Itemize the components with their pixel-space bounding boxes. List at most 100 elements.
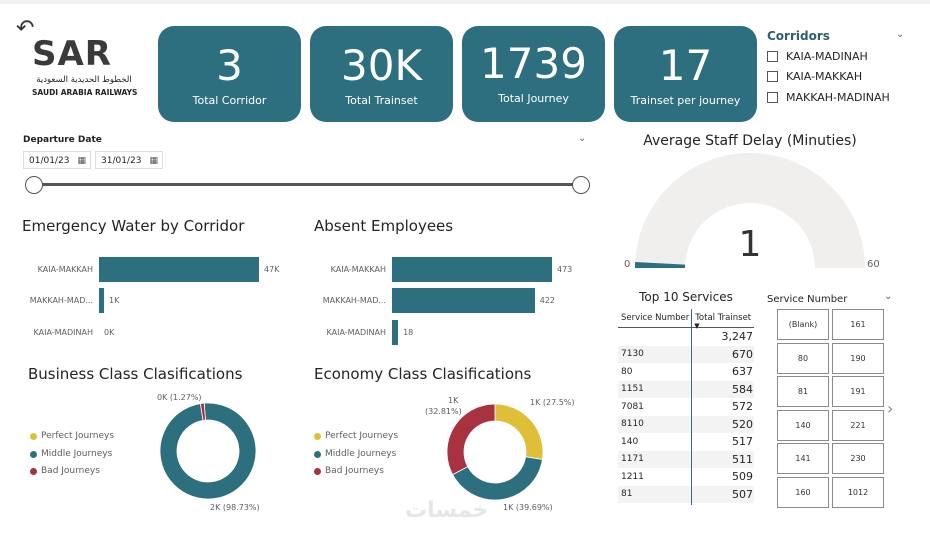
legend-dot [30,467,37,475]
bar[interactable] [392,320,399,345]
top-services-title: Top 10 Services [639,290,733,304]
start-date-value: 01/01/23 [29,156,70,166]
kpi-label: Trainset per journey [630,94,741,107]
middle-journeys-slice[interactable] [159,402,257,500]
legend-label: Perfect Journeys [41,431,115,441]
column-header[interactable]: Total Trainset ▼ [691,313,754,330]
table-row[interactable]: 1151 584 [618,380,754,398]
date-range-end-handle[interactable] [572,176,590,194]
service-number-cell: 1171 [621,454,644,465]
service-number-tile[interactable]: 161 [832,309,884,340]
start-date-input[interactable]: 01/01/23 ▦ [23,151,91,169]
service-number-tile[interactable]: 1012 [832,476,884,508]
checkbox[interactable] [767,71,778,82]
legend-item: Perfect Journeys [30,431,114,441]
chevron-down-icon[interactable]: ⌄ [896,29,905,40]
legend-label: Middle Journeys [325,449,397,459]
legend-dot [314,450,321,458]
calendar-icon[interactable]: ▦ [149,156,158,166]
service-number-tile[interactable]: 80 [777,342,829,374]
data-label: 0K [104,328,115,337]
economy-class-title: Economy Class Clasifications [314,365,532,383]
gauge-fill [635,261,686,268]
data-label: 473 [557,265,573,274]
checkbox[interactable] [767,92,778,103]
category-label: KAIA-MADINAH [326,328,387,337]
table-row[interactable]: 1171 511 [618,450,754,468]
perfect-journeys-slice[interactable] [494,403,544,460]
service-number-tile[interactable]: (Blank) [777,309,829,340]
category-label: KAIA-MADINAH [33,328,94,337]
corridor-option[interactable]: KAIA-MAKKAH [767,70,862,83]
total-trainset-cell: 507 [732,487,753,501]
table-row[interactable]: 8110 520 [618,415,754,433]
chevron-down-icon[interactable]: ⌄ [578,133,587,144]
service-number-tile[interactable]: 141 [777,443,829,474]
legend-item: Bad Journeys [30,466,100,476]
table-row[interactable]: 80 637 [618,363,754,381]
total-trainset-cell: 572 [732,400,753,414]
legend-item: Bad Journeys [314,466,384,476]
total-trainset-cell: 637 [732,365,753,379]
business-class-donut [159,402,257,500]
bad-journeys-slice[interactable] [199,402,206,421]
data-label: 47K [264,265,280,274]
bar[interactable] [99,288,104,313]
total-trainset-cell: 511 [732,452,753,466]
legend-dot [314,432,321,440]
gauge-min: 0 [624,259,631,270]
column-divider [691,309,692,505]
chevron-down-icon[interactable]: ⌄ [884,291,893,302]
service-number-tile[interactable]: 191 [832,376,884,407]
date-range-start-handle[interactable] [25,176,43,194]
service-number-tile[interactable]: 160 [777,476,829,508]
total-trainset-cell: 509 [732,470,753,484]
table-row[interactable]: 140 517 [618,433,754,451]
data-label: 18 [403,328,414,337]
checkbox[interactable] [767,51,778,62]
bar[interactable] [392,257,552,282]
service-number-slicer-title: Service Number [767,294,848,305]
chevron-right-icon[interactable]: › [887,399,894,418]
kpi-label: Total Corridor [192,94,267,107]
corridor-option[interactable]: MAKKAH-MADINAH [767,91,890,104]
service-number-tile[interactable]: 221 [832,409,884,441]
service-number-cell: 1211 [621,471,644,482]
total-trainset-cell: 520 [732,417,753,431]
business-class-title: Business Class Clasifications [28,365,243,383]
bar[interactable] [392,288,535,313]
business-bad-annotation: 0K (1.27%) [157,393,202,402]
kpi-trainset-per-journey: 17 Trainset per journey [614,26,757,122]
data-label: 1K [109,296,120,305]
total-trainset-cell: 584 [732,382,753,396]
calendar-icon[interactable]: ▦ [77,156,86,166]
legend-item: Middle Journeys [30,449,112,459]
service-number-tile[interactable]: 190 [832,342,884,374]
table-row[interactable]: 81 507 [618,485,754,503]
service-number-tile[interactable]: 81 [777,376,829,407]
table-row[interactable]: 7130 670 [618,345,754,363]
service-number-cell: 81 [621,489,633,500]
delay-gauge [635,153,865,268]
total-trainset-cell: 3,247 [721,330,754,344]
bad-journeys-slice[interactable] [446,403,496,476]
corridor-option[interactable]: KAIA-MADINAH [767,50,868,63]
bar[interactable] [99,257,259,282]
service-number-cell: 80 [621,366,633,377]
end-date-input[interactable]: 31/01/23 ▦ [95,151,163,169]
sort-down-icon[interactable]: ▼ [694,322,700,330]
table-row[interactable]: 3,247 [618,328,754,346]
legend-label: Bad Journeys [41,466,100,476]
service-number-tile[interactable]: 140 [777,409,829,441]
economy-perfect-annotation: 1K (27.5%) [530,398,575,407]
table-row[interactable]: 1211 509 [618,468,754,486]
table-row[interactable]: 7081 572 [618,398,754,416]
back-arrow-icon[interactable]: ↶ [16,16,35,41]
service-number-tile[interactable]: 230 [832,443,884,474]
corridor-option-label: MAKKAH-MADINAH [786,91,890,104]
column-header[interactable]: Service Number [621,313,690,323]
legend-label: Middle Journeys [41,449,113,459]
table-header: Service Number Total Trainset ▼ [618,309,754,330]
economy-middle-annotation: 1K (39.69%) [503,503,553,512]
top-border [0,0,930,4]
